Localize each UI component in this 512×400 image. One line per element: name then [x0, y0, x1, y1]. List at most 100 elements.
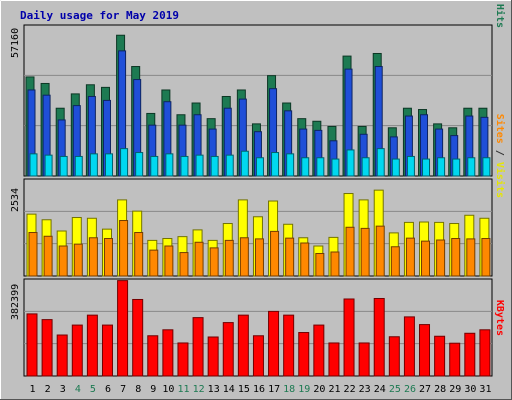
bottom-bar-kbytes-day-5 — [86, 314, 98, 377]
middle-bar-sites-day-2 — [43, 235, 53, 277]
x-axis-day-label: 18 — [283, 384, 295, 395]
bottom-bar-kbytes-day-24 — [373, 297, 385, 377]
top-bar-pages-day-23 — [361, 157, 370, 177]
bottom-panel-ymax-label: 382399 — [10, 284, 21, 320]
x-axis-day-label: 27 — [419, 384, 431, 395]
middle-bar-sites-day-24 — [375, 225, 385, 277]
x-axis-day-label: 25 — [389, 384, 401, 395]
top-series-label-part: Hits — [494, 4, 506, 28]
chart-panels — [23, 24, 493, 377]
x-axis-day-label: 11 — [177, 384, 189, 395]
middle-series-label-part: Visits — [494, 162, 506, 198]
middle-bar-sites-day-28 — [436, 239, 446, 277]
top-bar-pages-day-26 — [406, 155, 415, 177]
top-bar-pages-day-8 — [135, 152, 144, 177]
bottom-bar-kbytes-day-9 — [147, 335, 159, 377]
bottom-bar-kbytes-day-19 — [298, 332, 310, 377]
x-axis-day-label: 30 — [464, 384, 476, 395]
middle-bar-sites-day-25 — [390, 246, 400, 277]
middle-bar-sites-day-16 — [254, 238, 264, 277]
middle-bar-sites-day-31 — [481, 238, 491, 277]
x-axis-day-label: 19 — [298, 384, 310, 395]
middle-series-label-part: / — [494, 144, 505, 162]
x-axis-day-label: 7 — [120, 384, 126, 395]
top-bar-pages-day-30 — [467, 157, 476, 177]
x-axis-day-label: 20 — [313, 384, 325, 395]
middle-panel-series-label: Sites / Visits — [494, 114, 506, 198]
middle-bar-sites-day-5 — [88, 237, 98, 277]
middle-bar-sites-day-21 — [330, 251, 340, 277]
middle-bar-sites-day-7 — [119, 220, 129, 277]
x-axis-day-label: 26 — [404, 384, 416, 395]
x-axis-day-label: 8 — [135, 384, 141, 395]
middle-bar-sites-day-3 — [58, 245, 68, 277]
bottom-bar-kbytes-day-15 — [237, 314, 249, 377]
x-axis-day-label: 5 — [90, 384, 96, 395]
top-bar-pages-day-28 — [437, 157, 446, 177]
top-bar-pages-day-7 — [120, 148, 129, 177]
middle-bar-sites-day-18 — [285, 237, 295, 277]
bottom-bar-kbytes-day-20 — [313, 324, 325, 377]
bottom-bar-kbytes-day-17 — [268, 310, 280, 377]
x-axis-day-label: 10 — [162, 384, 174, 395]
top-series-label-part: / — [494, 0, 505, 4]
bottom-bar-kbytes-day-16 — [252, 335, 264, 377]
x-axis-day-label: 1 — [30, 384, 36, 395]
middle-bar-sites-day-23 — [360, 227, 370, 277]
top-panel-series-label: Pages / Files / Hits — [494, 0, 506, 28]
top-bar-pages-day-2 — [44, 154, 53, 177]
bottom-bar-kbytes-day-12 — [192, 317, 204, 377]
middle-bar-sites-day-22 — [345, 226, 355, 277]
top-bar-pages-day-14 — [225, 154, 234, 177]
middle-bar-sites-day-13 — [209, 247, 219, 277]
x-axis-day-label: 21 — [328, 384, 340, 395]
bottom-bar-kbytes-day-25 — [388, 336, 400, 377]
x-axis-day-label: 12 — [193, 384, 205, 395]
x-axis-day-label: 22 — [344, 384, 356, 395]
bottom-bar-kbytes-day-7 — [117, 280, 129, 377]
middle-bar-sites-day-10 — [164, 245, 174, 277]
bottom-bar-kbytes-day-26 — [403, 316, 415, 377]
x-axis-day-label: 9 — [150, 384, 156, 395]
bottom-bar-kbytes-day-23 — [358, 342, 370, 377]
bottom-bar-kbytes-day-14 — [222, 322, 234, 377]
top-bar-pages-day-22 — [346, 149, 355, 177]
x-axis-day-label: 31 — [479, 384, 491, 395]
bottom-bar-kbytes-day-13 — [207, 336, 219, 377]
top-bar-pages-day-25 — [391, 158, 400, 177]
bottom-bar-kbytes-day-21 — [328, 342, 340, 377]
bottom-bar-kbytes-day-22 — [343, 298, 355, 377]
middle-bar-sites-day-29 — [451, 238, 461, 277]
middle-bar-sites-day-30 — [466, 238, 476, 277]
x-axis-day-labels: 1 2 3 4 5 6 7 8 9 10 11 12 13 14 15 16 17 18 19 20 21 22 23 24 2… — [30, 384, 492, 395]
middle-bar-sites-day-8 — [134, 232, 144, 277]
bottom-bar-kbytes-day-2 — [41, 319, 53, 377]
top-bar-pages-day-9 — [150, 155, 159, 177]
x-axis-day-label: 13 — [208, 384, 220, 395]
middle-bar-sites-day-27 — [421, 240, 431, 277]
top-bar-pages-day-1 — [29, 153, 38, 177]
top-bar-pages-day-21 — [331, 158, 340, 177]
x-axis-day-label: 3 — [60, 384, 66, 395]
middle-bar-sites-day-1 — [28, 232, 38, 277]
top-bar-pages-day-5 — [89, 153, 98, 177]
top-bar-pages-day-13 — [210, 155, 219, 177]
top-bar-pages-day-16 — [255, 157, 264, 177]
middle-series-label-part: Sites — [494, 114, 506, 144]
middle-bar-sites-day-11 — [179, 252, 189, 277]
top-bar-pages-day-18 — [286, 153, 295, 177]
middle-bar-sites-day-17 — [270, 230, 280, 277]
middle-bar-sites-day-19 — [300, 242, 310, 277]
top-bar-pages-day-3 — [59, 155, 68, 177]
middle-panel-ymax-label: 2534 — [10, 188, 21, 212]
x-axis-day-label: 29 — [449, 384, 461, 395]
middle-bar-sites-day-4 — [73, 243, 83, 277]
bottom-bar-kbytes-day-30 — [464, 332, 476, 377]
top-bar-pages-day-6 — [104, 153, 113, 177]
top-bar-pages-day-10 — [165, 153, 174, 177]
top-bar-pages-day-15 — [240, 150, 249, 177]
bottom-panel-series-label: KBytes — [494, 300, 505, 336]
x-axis-day-label: 14 — [223, 384, 235, 395]
